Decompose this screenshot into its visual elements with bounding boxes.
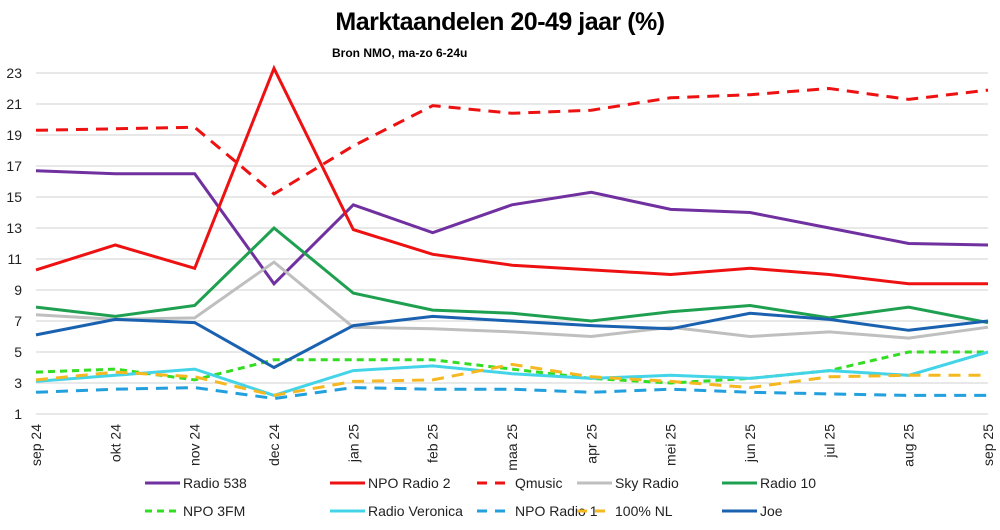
y-tick-label: 11 (7, 251, 22, 267)
x-tick-label: maa 25 (504, 424, 520, 471)
x-tick-label: nov 24 (187, 424, 203, 466)
x-tick-label: jan 25 (345, 424, 361, 463)
series-line-radio-veronica (35, 350, 989, 397)
series-line-npo-3fm (35, 350, 988, 385)
x-axis-ticks: sep 24 okt 24 nov 24 dec 24 jan 25 feb 25 maa … (28, 424, 996, 471)
x-tick-label: feb 25 (425, 424, 441, 463)
x-tick-label: dec 24 (266, 424, 282, 466)
y-tick-label: 19 (6, 127, 22, 143)
y-tick-label: 1 (14, 406, 22, 422)
y-tick-label: 5 (14, 344, 22, 360)
legend-item: Qmusic (477, 475, 562, 491)
x-tick-label: jun 25 (742, 424, 758, 463)
legend-item: NPO Radio 2 (330, 475, 451, 491)
series-line-npo-radio-1 (35, 386, 988, 401)
x-tick-label: mei 25 (663, 424, 679, 466)
y-tick-label: 7 (14, 313, 22, 329)
legend-label: 100% NL (615, 503, 673, 519)
chart-subtitle: Bron NMO, ma-zo 6-24u (332, 46, 468, 60)
series-line-100-nl (35, 362, 988, 397)
y-tick-label: 23 (6, 65, 22, 81)
legend-item: NPO Radio 1 (477, 503, 598, 519)
series-lines (35, 64, 989, 401)
legend-label: Radio 10 (760, 475, 816, 491)
legend-item: NPO 3FM (145, 503, 245, 519)
series-line-joe (35, 311, 989, 370)
legend-label: NPO Radio 2 (368, 475, 451, 491)
legend-item: Sky Radio (577, 475, 679, 491)
y-tick-label: 15 (6, 189, 22, 205)
y-tick-label: 17 (6, 158, 22, 174)
y-tick-label: 13 (6, 220, 22, 236)
legend-label: Joe (760, 503, 783, 519)
chart-title: Marktaandelen 20-49 jaar (%) (335, 8, 665, 36)
legend-item: 100% NL (577, 503, 673, 519)
x-tick-label: jul 25 (821, 424, 837, 459)
legend-item: Radio 538 (145, 475, 247, 491)
legend-item: Joe (722, 503, 783, 519)
legend-label: Radio Veronica (368, 503, 463, 519)
legend-label: NPO 3FM (183, 503, 245, 519)
gridlines (36, 72, 988, 415)
series-line-sky-radio (35, 260, 989, 340)
series-line-npo-radio-2 (35, 64, 988, 286)
x-tick-label: apr 25 (583, 424, 599, 464)
x-tick-label: sep 24 (28, 424, 44, 466)
legend-label: NPO Radio 1 (515, 503, 598, 519)
y-tick-label: 9 (14, 282, 22, 298)
x-tick-label: sep 25 (980, 424, 996, 466)
x-tick-label: aug 25 (901, 424, 917, 467)
y-tick-label: 21 (6, 96, 22, 112)
legend-label: Sky Radio (615, 475, 679, 491)
x-tick-label: okt 24 (107, 424, 123, 462)
legend-label: Qmusic (515, 475, 562, 491)
legend-item: Radio 10 (722, 475, 816, 491)
series-line-radio-538 (35, 169, 989, 287)
y-tick-label: 3 (14, 375, 22, 391)
legend-label: Radio 538 (183, 475, 247, 491)
legend: Radio 538 NPO Radio 2 Qmusic Sky Radio Radio… (145, 475, 816, 519)
series-line-qmusic (35, 86, 989, 196)
legend-item: Radio Veronica (330, 503, 463, 519)
